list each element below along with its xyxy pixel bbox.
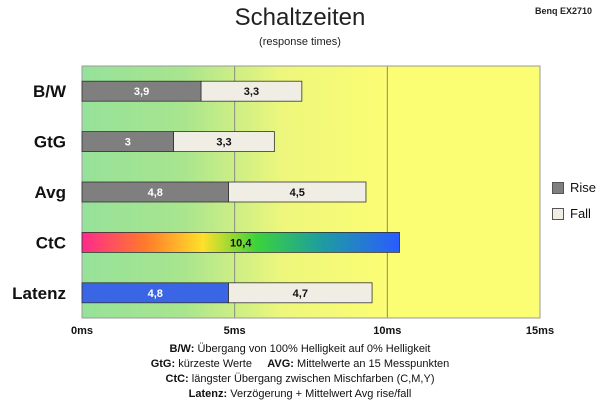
x-tick-label: 10ms — [373, 325, 401, 337]
data-label: 4,8 — [148, 187, 163, 199]
bar-fall — [200, 80, 303, 102]
data-label: 4,8 — [148, 288, 163, 300]
category-label: B/W — [33, 82, 67, 101]
legend-rise: Rise — [552, 180, 596, 195]
data-label: 10,4 — [230, 237, 252, 249]
legend-rise-swatch — [552, 181, 564, 194]
bar-ctc — [81, 231, 400, 253]
category-label: CtC — [36, 233, 66, 252]
legend-fall-label: Fall — [570, 206, 591, 221]
legend-rise-label: Rise — [570, 180, 597, 195]
data-label: 3,3 — [216, 137, 231, 149]
x-tick-label: 0ms — [71, 325, 93, 337]
bar-fall — [173, 131, 275, 153]
category-label: Latenz — [12, 284, 66, 303]
data-label: 4,5 — [290, 187, 305, 199]
plot-background-zone-high — [387, 66, 540, 318]
note-gtg: GtG: kürzeste Werte AVG: Mittelwerte an … — [150, 358, 450, 370]
legend-fall-swatch — [552, 207, 564, 220]
legend-fall: Fall — [552, 206, 591, 221]
data-label: 3,3 — [244, 86, 259, 98]
chart-title: Schaltzeiten — [234, 4, 366, 31]
note-bw: B/W: Übergang von 100% Helligkeit auf 0%… — [169, 343, 431, 355]
bar-fall — [228, 181, 367, 203]
data-label: 3,9 — [134, 86, 149, 98]
bar-latenz-fall — [228, 282, 373, 304]
chart-subtitle: (response times) — [259, 36, 341, 48]
chart-notes: B/W: Übergang von 100% Helligkeit auf 0%… — [0, 342, 600, 402]
note-latenz: Latenz: Verzögerung + Mittelwert Avg ris… — [188, 388, 412, 400]
category-label: Avg — [35, 183, 67, 202]
category-label: GtG — [34, 133, 66, 152]
chart-svg: 0ms 5ms 10ms 15ms B/W 3,9 3,3 GtG 3 3,3 Avg 4,8 4,5 C… — [12, 65, 554, 337]
data-label: 4,7 — [293, 288, 308, 300]
note-ctc: CtC: längster Übergang zwischen Mischfar… — [165, 373, 435, 385]
x-tick-label: 5ms — [224, 325, 246, 337]
x-tick-label: 15ms — [526, 325, 554, 337]
data-label: 3 — [125, 137, 131, 149]
brand-label: Benq EX2710 — [534, 6, 592, 16]
